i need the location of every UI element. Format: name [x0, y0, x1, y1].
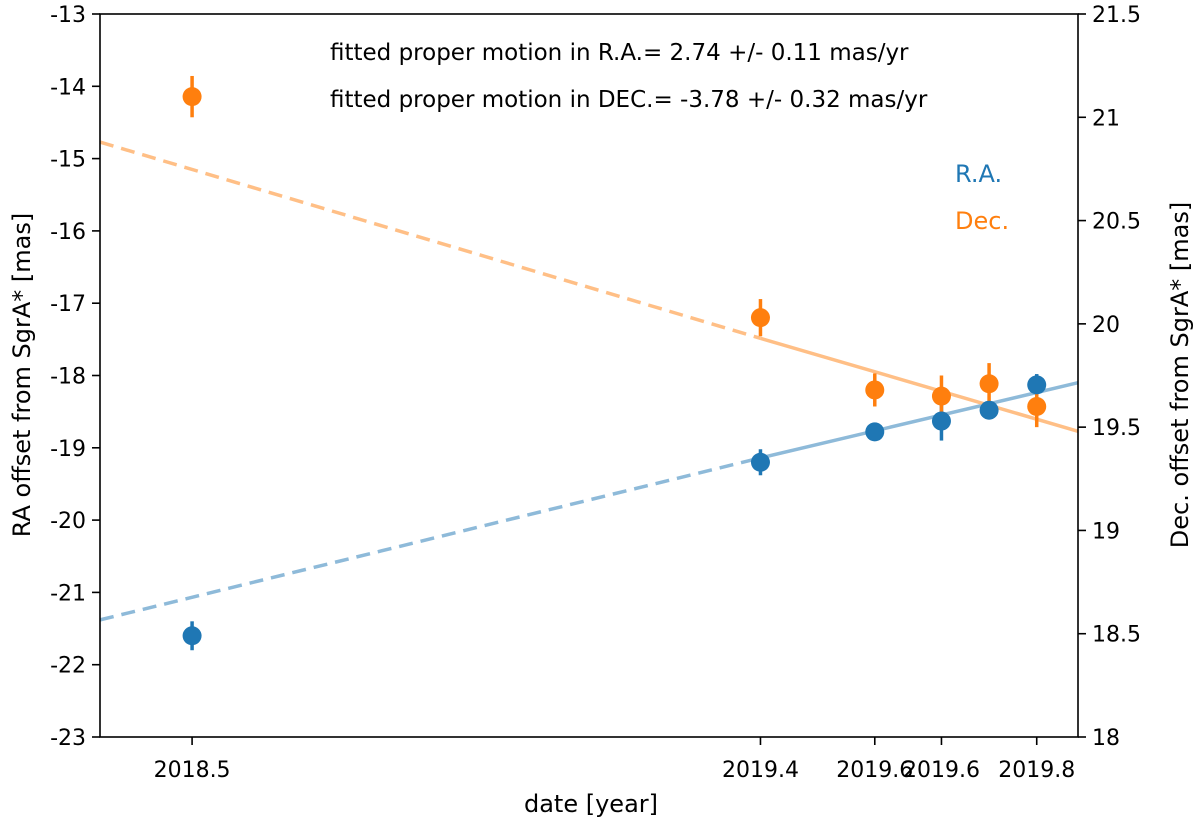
- x-axis-label: date [year]: [524, 790, 658, 818]
- left-tick-label: -18: [50, 365, 86, 390]
- data-point-dec-4: [979, 374, 999, 394]
- right-tick-label: 20: [1092, 313, 1120, 338]
- left-tick-label: -15: [50, 148, 86, 173]
- left-tick-label: -17: [50, 292, 86, 317]
- x-tick-label: 2019.6: [836, 758, 913, 783]
- x-tick-label: 2019.8: [998, 758, 1075, 783]
- data-point-ra-0: [182, 626, 202, 646]
- annotation-dec: fitted proper motion in DEC.= -3.78 +/- …: [330, 87, 928, 113]
- right-tick-label: 20.5: [1092, 210, 1141, 235]
- left-tick-label: -23: [50, 726, 86, 751]
- left-axis-ticks: -23 -22 -21 -20 -19 -18 -17 -16 -15 -14 -13: [50, 3, 100, 751]
- data-point-dec-0: [182, 87, 202, 107]
- right-tick-label: 21.5: [1092, 3, 1141, 28]
- fit-line-solid-dec: [759, 336, 1079, 433]
- data-point-dec-2: [865, 380, 885, 400]
- data-point-ra-2: [865, 422, 885, 442]
- x-tick-label: 2019.6: [903, 758, 980, 783]
- plot-frame: [99, 13, 1079, 738]
- right-tick-label: 21: [1092, 106, 1120, 131]
- data-point-dec-3: [931, 386, 951, 406]
- annotation-ra: fitted proper motion in R.A.= 2.74 +/- 0…: [330, 40, 909, 66]
- right-tick-label: 18.5: [1092, 623, 1141, 648]
- fit-line-dashed-dec: [99, 140, 761, 340]
- data-markers: [182, 87, 1047, 646]
- left-tick-label: -16: [50, 220, 86, 245]
- data-point-ra-5: [1027, 375, 1047, 395]
- fit-line-solid-ra: [760, 381, 1079, 460]
- x-tick-label: 2019.4: [722, 758, 799, 783]
- error-bars: [190, 75, 1039, 651]
- data-point-ra-4: [979, 400, 999, 420]
- right-y-axis-label: Dec. offset from SgrA* [mas]: [1166, 202, 1194, 548]
- left-tick-label: -20: [50, 509, 86, 534]
- right-tick-label: 19.5: [1092, 416, 1141, 441]
- legend-ra: R.A.: [955, 160, 1002, 188]
- left-tick-label: -19: [50, 437, 86, 462]
- data-point-dec-1: [750, 308, 770, 328]
- data-point-ra-1: [750, 452, 770, 472]
- left-y-axis-label: RA offset from SgrA* [mas]: [8, 213, 36, 537]
- right-axis-ticks: 18 18.5 19 19.5 20 20.5 21 21.5: [1078, 3, 1141, 751]
- left-tick-label: -13: [50, 3, 86, 28]
- data-point-ra-3: [931, 411, 951, 431]
- right-tick-label: 19: [1092, 519, 1120, 544]
- fit-lines: [99, 140, 1079, 622]
- data-point-dec-5: [1027, 396, 1047, 416]
- x-tick-label: 2018.5: [154, 758, 231, 783]
- left-tick-label: -22: [50, 654, 86, 679]
- left-tick-label: -21: [50, 581, 86, 606]
- left-tick-label: -14: [50, 75, 86, 100]
- legend-dec: Dec.: [955, 207, 1009, 235]
- right-tick-label: 18: [1092, 726, 1120, 751]
- fit-line-dashed-ra: [99, 456, 761, 622]
